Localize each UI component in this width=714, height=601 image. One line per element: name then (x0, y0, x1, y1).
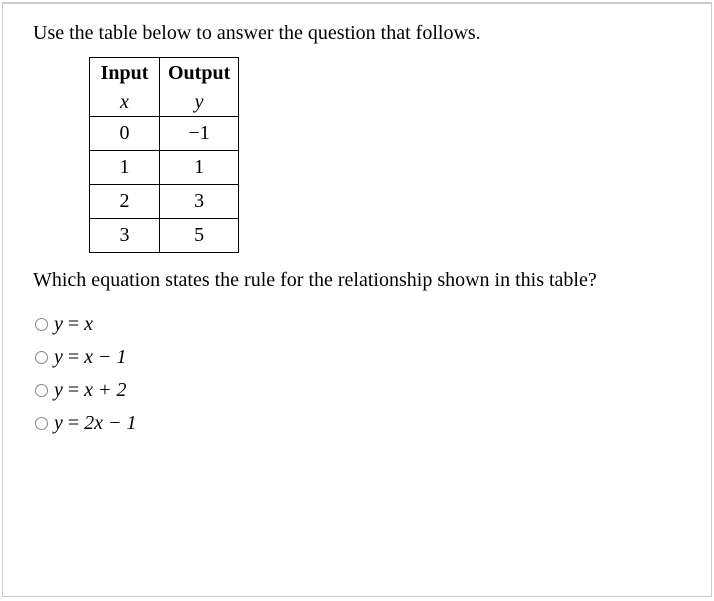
options-group: y = x y = x − 1 y = x + 2 y = 2x − 1 (35, 313, 689, 435)
option-label: y = 2x − 1 (54, 412, 137, 435)
cell-y: −1 (160, 117, 239, 151)
radio-icon[interactable] (35, 417, 48, 430)
table-row: 3 5 (90, 219, 239, 253)
option-c[interactable]: y = x + 2 (35, 379, 689, 402)
cell-y: 3 (160, 185, 239, 219)
radio-icon[interactable] (35, 384, 48, 397)
table-row: 1 1 (90, 151, 239, 185)
radio-icon[interactable] (35, 351, 48, 364)
subheader-x: x (90, 89, 160, 117)
header-output: Output (160, 58, 239, 90)
option-label: y = x + 2 (54, 379, 127, 402)
table-row: 2 3 (90, 185, 239, 219)
option-a[interactable]: y = x (35, 313, 689, 336)
question-text: Which equation states the rule for the r… (33, 267, 689, 293)
subheader-y: y (160, 89, 239, 117)
question-container: Use the table below to answer the questi… (2, 2, 712, 597)
table-header-row: Input Output (90, 58, 239, 90)
option-d[interactable]: y = 2x − 1 (35, 412, 689, 435)
table-row: 0 −1 (90, 117, 239, 151)
cell-x: 0 (90, 117, 160, 151)
cell-x: 2 (90, 185, 160, 219)
table-subheader-row: x y (90, 89, 239, 117)
io-table: Input Output x y 0 −1 1 1 2 3 3 5 (89, 57, 239, 253)
option-label: y = x (54, 313, 93, 336)
cell-x: 1 (90, 151, 160, 185)
radio-icon[interactable] (35, 318, 48, 331)
intro-text: Use the table below to answer the questi… (33, 22, 689, 45)
option-b[interactable]: y = x − 1 (35, 346, 689, 369)
cell-y: 5 (160, 219, 239, 253)
cell-x: 3 (90, 219, 160, 253)
cell-y: 1 (160, 151, 239, 185)
header-input: Input (90, 58, 160, 90)
option-label: y = x − 1 (54, 346, 127, 369)
